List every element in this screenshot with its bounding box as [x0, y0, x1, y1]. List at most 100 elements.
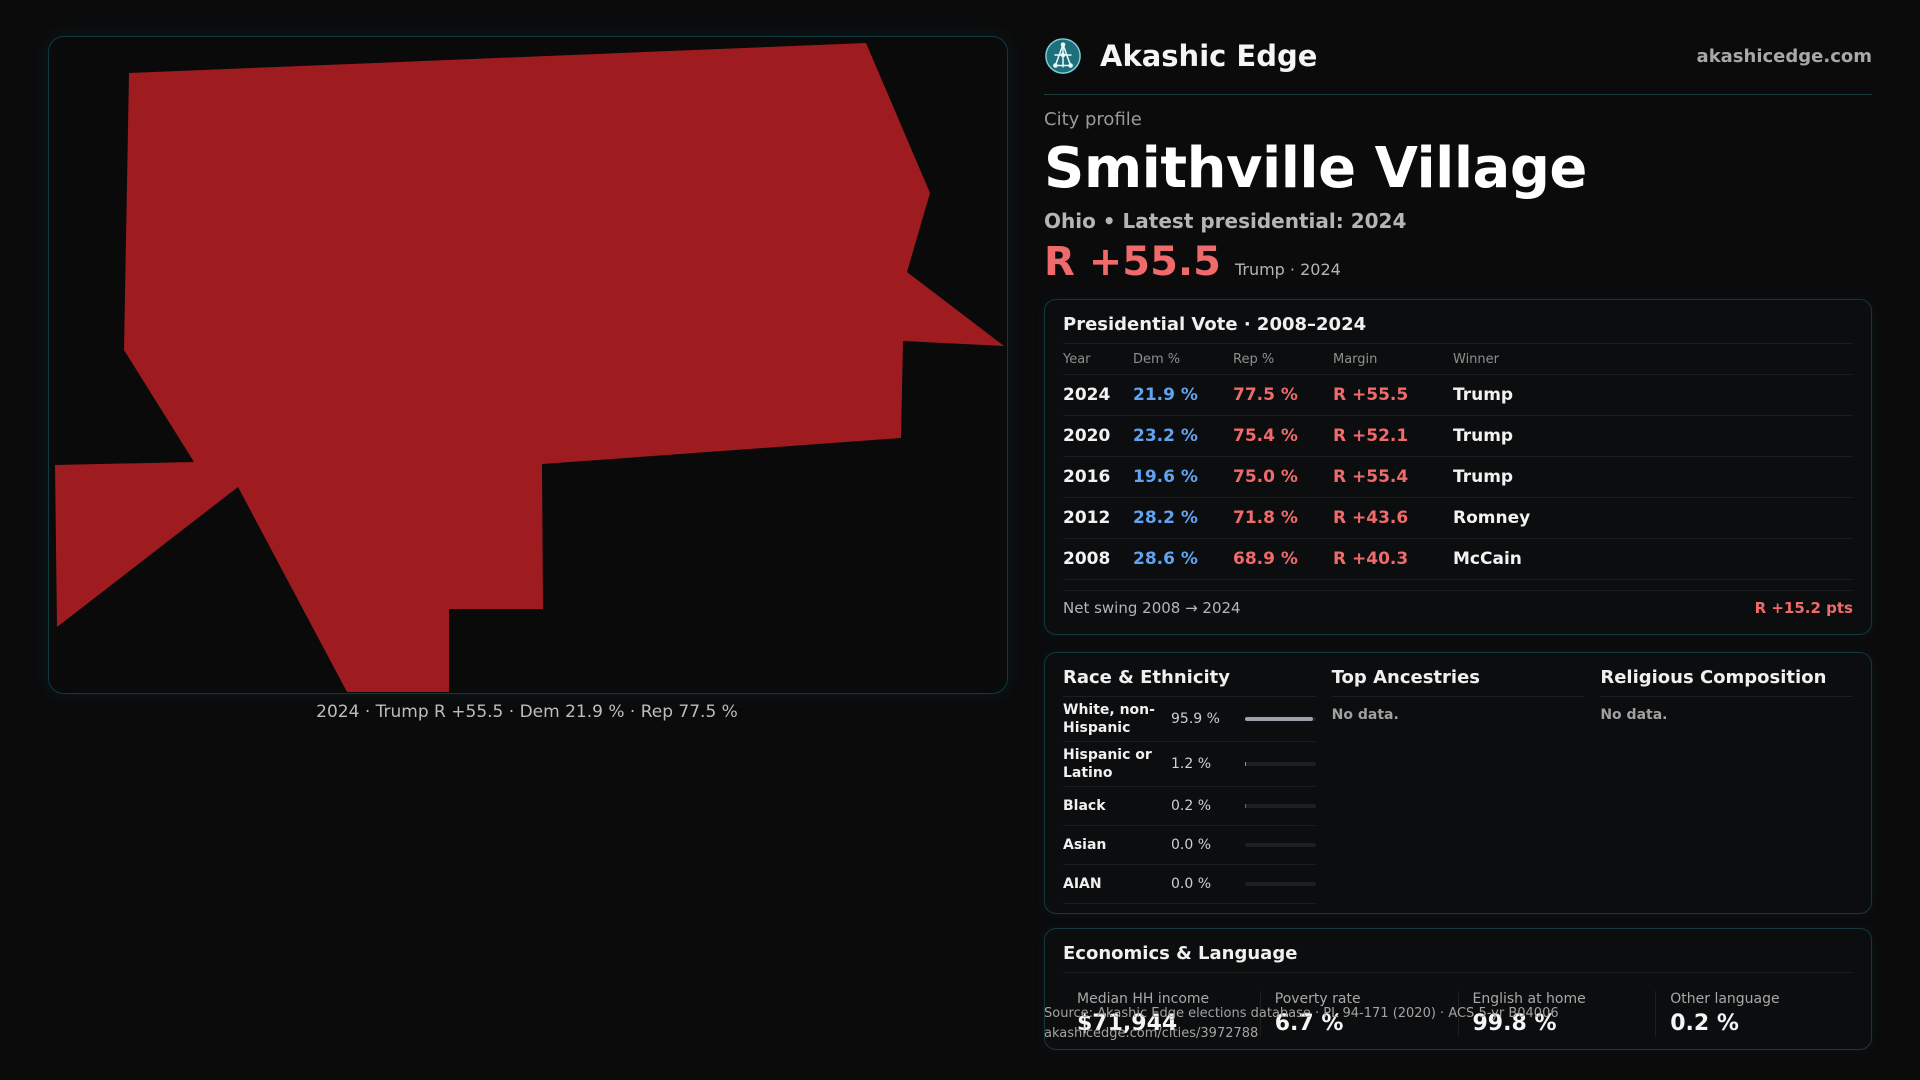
- network-globe-icon: [1045, 38, 1081, 74]
- year-cell: 2008: [1063, 538, 1133, 580]
- race-pct: 0.0 %: [1171, 876, 1212, 892]
- race-bar: [1245, 843, 1316, 847]
- headline-margin: R +55.5 Trump · 2024: [1044, 239, 1872, 285]
- year-cell: 2024: [1063, 374, 1133, 416]
- race-pct: 95.9 %: [1171, 711, 1220, 727]
- column-header: Rep %: [1233, 344, 1333, 375]
- precinct-map[interactable]: [48, 36, 1008, 694]
- section-title: Race & Ethnicity: [1063, 653, 1316, 697]
- map-caption: 2024 · Trump R +55.5 · Dem 21.9 % · Rep …: [316, 702, 738, 722]
- page-subtitle: Ohio • Latest presidential: 2024: [1044, 209, 1407, 233]
- dem-cell: 23.2 %: [1133, 415, 1233, 457]
- stat-label: Median HH income: [1077, 991, 1210, 1007]
- dem-cell: 28.6 %: [1133, 538, 1233, 580]
- empty-state: No data.: [1600, 707, 1668, 723]
- dem-cell: 19.6 %: [1133, 456, 1233, 498]
- race-bar: [1245, 882, 1316, 886]
- winner-cell: Trump: [1453, 415, 1853, 457]
- race-pct: 0.0 %: [1171, 837, 1212, 853]
- rep-cell: 75.0 %: [1233, 456, 1333, 498]
- race-row: Hispanic or Latino 1.2 %: [1063, 742, 1316, 787]
- margin-value: R +55.5: [1044, 239, 1221, 285]
- margin-cell: R +55.4: [1333, 456, 1453, 498]
- race-label: AIAN: [1063, 876, 1102, 892]
- stat-value: 0.2 %: [1670, 1011, 1739, 1036]
- table-row: 2008 28.6 % 68.9 % R +40.3 McCain: [1063, 538, 1853, 580]
- rep-cell: 68.9 %: [1233, 538, 1333, 580]
- brand-url-link[interactable]: akashicedge.com: [1696, 45, 1872, 67]
- race-bar: [1245, 804, 1316, 808]
- stat-value: $71,944: [1077, 1011, 1178, 1036]
- race-bar-fill: [1245, 762, 1246, 766]
- vote-table: Year Dem % Rep % Margin Winner 2024 21.9…: [1063, 344, 1853, 580]
- brand-header: Akashic Edge akashicedge.com: [1044, 36, 1872, 95]
- section-title: Economics & Language: [1063, 929, 1853, 973]
- race-bar: [1245, 762, 1316, 766]
- stat-value: 6.7 %: [1274, 1011, 1344, 1036]
- dem-cell: 28.2 %: [1133, 497, 1233, 539]
- race-ethnicity-section: Race & Ethnicity White, non-Hispanic 95.…: [1063, 653, 1316, 913]
- winner-cell: McCain: [1453, 538, 1853, 580]
- race-row: White, non-Hispanic 95.9 %: [1063, 697, 1316, 742]
- column-header: Dem %: [1133, 344, 1233, 375]
- column-header: Winner: [1453, 344, 1853, 375]
- brand-name: Akashic Edge: [1100, 39, 1318, 73]
- race-bar-fill: [1245, 804, 1246, 808]
- section-kicker: City profile: [1044, 109, 1142, 130]
- source-footnote: Source: Akashic Edge elections database …: [1044, 1004, 1559, 1044]
- stat-cell: Other language 0.2 %: [1655, 991, 1853, 1036]
- column-header: Margin: [1333, 344, 1453, 375]
- race-row: Asian 0.0 %: [1063, 826, 1316, 865]
- race-label: White, non-Hispanic: [1063, 702, 1155, 736]
- race-label: Asian: [1063, 837, 1107, 853]
- source-link[interactable]: akashicedge.com/cities/3972788: [1044, 1026, 1259, 1041]
- stat-label: Other language: [1670, 991, 1780, 1007]
- winner-cell: Romney: [1453, 497, 1853, 539]
- race-pct: 1.2 %: [1171, 756, 1212, 772]
- stat-value: 99.8 %: [1472, 1011, 1557, 1036]
- table-row: 2024 21.9 % 77.5 % R +55.5 Trump: [1063, 374, 1853, 416]
- race-pct: 0.2 %: [1171, 798, 1212, 814]
- stat-label: English at home: [1472, 991, 1586, 1007]
- table-row: 2020 23.2 % 75.4 % R +52.1 Trump: [1063, 415, 1853, 457]
- economics-grid: Median HH income $71,944 Poverty rate 6.…: [1063, 991, 1853, 1036]
- demographics-card: Race & Ethnicity White, non-Hispanic 95.…: [1044, 652, 1872, 914]
- year-cell: 2012: [1063, 497, 1133, 539]
- race-row: AIAN 0.0 %: [1063, 865, 1316, 904]
- brand[interactable]: Akashic Edge: [1044, 37, 1317, 75]
- swing-value: R +15.2 pts: [1754, 599, 1853, 617]
- margin-note: Trump · 2024: [1234, 260, 1341, 279]
- margin-cell: R +52.1: [1333, 415, 1453, 457]
- year-cell: 2016: [1063, 456, 1133, 498]
- stat-label: Poverty rate: [1274, 991, 1361, 1007]
- economics-card: Economics & Language Median HH income $7…: [1044, 928, 1872, 1050]
- stat-cell: Median HH income $71,944: [1063, 991, 1260, 1036]
- table-row: 2016 19.6 % 75.0 % R +55.4 Trump: [1063, 456, 1853, 498]
- section-title: Top Ancestries: [1331, 653, 1585, 697]
- margin-cell: R +40.3: [1333, 538, 1453, 580]
- table-header-row: Year Dem % Rep % Margin Winner: [1063, 344, 1853, 375]
- stat-cell: Poverty rate 6.7 %: [1259, 991, 1458, 1036]
- profile-panel: Akashic Edge akashicedge.com City profil…: [1044, 36, 1872, 1050]
- page-title: Smithville Village: [1044, 136, 1587, 201]
- column-header: Year: [1063, 344, 1133, 375]
- race-list: White, non-Hispanic 95.9 % Hispanic or L…: [1063, 697, 1316, 904]
- religion-section: Religious Composition No data.: [1600, 653, 1854, 913]
- source-text: Source: Akashic Edge elections database …: [1044, 1006, 1559, 1021]
- city-boundary-map: [55, 43, 1004, 692]
- section-title: Religious Composition: [1600, 653, 1854, 697]
- presidential-vote-card: Presidential Vote · 2008–2024 Year Dem %…: [1044, 299, 1872, 635]
- city-boundary-shape: [55, 43, 1004, 692]
- race-bar: [1245, 717, 1316, 721]
- margin-cell: R +55.5: [1333, 374, 1453, 416]
- ancestries-section: Top Ancestries No data.: [1331, 653, 1585, 913]
- swing-label: Net swing 2008 → 2024: [1063, 599, 1241, 617]
- winner-cell: Trump: [1453, 456, 1853, 498]
- race-row: Black 0.2 %: [1063, 787, 1316, 826]
- stat-cell: English at home 99.8 %: [1457, 991, 1656, 1036]
- empty-state: No data.: [1331, 707, 1399, 723]
- rep-cell: 75.4 %: [1233, 415, 1333, 457]
- rep-cell: 71.8 %: [1233, 497, 1333, 539]
- winner-cell: Trump: [1453, 374, 1853, 416]
- card-title: Presidential Vote · 2008–2024: [1063, 300, 1853, 344]
